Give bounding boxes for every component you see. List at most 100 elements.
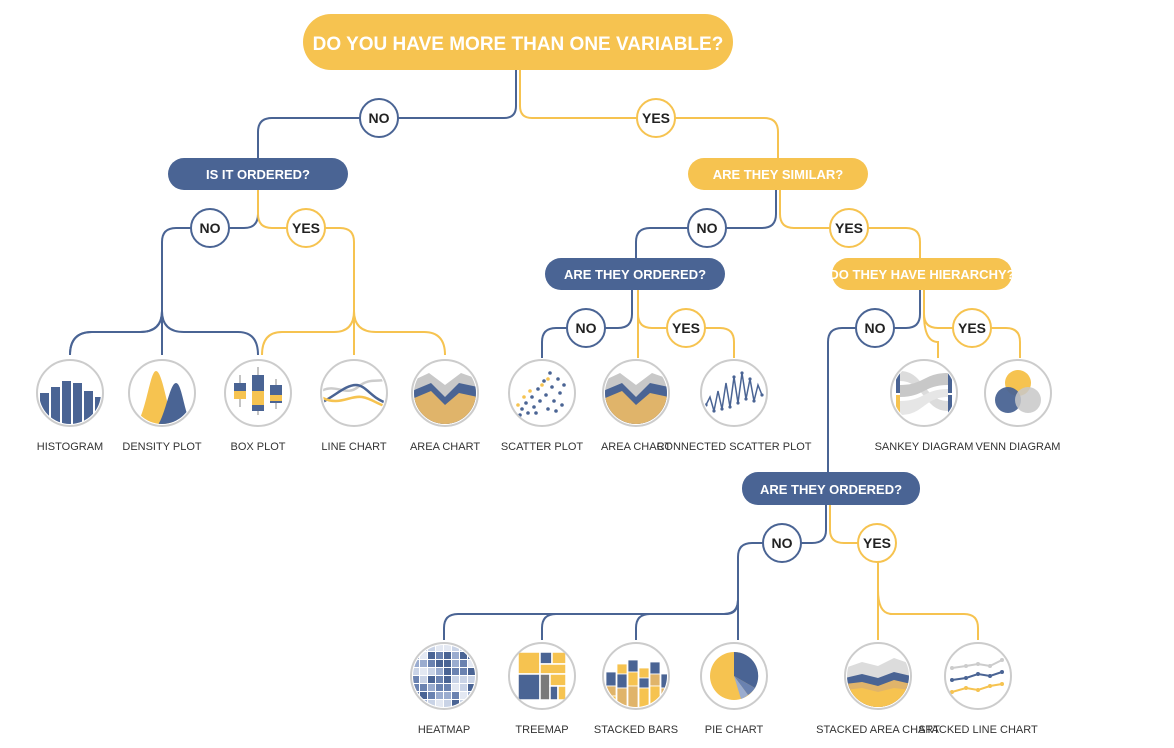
heatmap-icon-cell — [452, 645, 459, 651]
heatmap-icon-cell — [452, 692, 459, 699]
venn-diagram-icon — [984, 359, 1052, 427]
heatmap-icon-cell — [436, 652, 443, 659]
question-is-it-ordered-label: IS IT ORDERED? — [206, 167, 310, 182]
heatmap-icon-cell — [413, 645, 419, 651]
heatmap-icon-cell — [444, 684, 451, 691]
badge-no-ordered-1: NO — [190, 208, 230, 248]
heatmap-icon-cell — [452, 700, 459, 707]
svg-text:YES: YES — [863, 535, 891, 551]
question-is-it-ordered: IS IT ORDERED? — [168, 158, 348, 190]
badge-yes-ordered-2: YES — [666, 308, 706, 348]
heatmap-icon-cell — [460, 668, 467, 675]
heatmap-icon-cell — [460, 652, 467, 659]
heatmap-icon-cell — [428, 700, 435, 707]
histogram-icon — [36, 359, 104, 427]
heatmap-icon-cell — [468, 645, 475, 651]
heatmap-icon-cell — [413, 684, 419, 691]
svg-text:YES: YES — [958, 320, 986, 336]
question-root-label: DO YOU HAVE MORE THAN ONE VARIABLE? — [313, 34, 724, 55]
line-chart-node: LINE CHART — [320, 359, 388, 453]
stacked-line-chart-label: STACKED LINE CHART — [918, 724, 1038, 736]
stacked-bars-node: STACKED BARS — [594, 642, 678, 736]
treemap-icon — [508, 642, 576, 710]
density-plot-node: DENSITY PLOT — [122, 359, 202, 453]
heatmap-icon-cell — [444, 645, 451, 651]
scatter-plot-label: SCATTER PLOT — [501, 441, 584, 453]
heatmap-icon-cell — [452, 676, 459, 683]
svg-text:YES: YES — [292, 220, 320, 236]
sankey-diagram-node: SANKEY DIAGRAM — [875, 359, 974, 453]
heatmap-icon-cell — [460, 684, 467, 691]
scatter-plot-icon — [508, 359, 576, 427]
svg-text:NO: NO — [200, 220, 221, 236]
badge-yes-similar: YES — [829, 208, 869, 248]
badge-no-similar: NO — [687, 208, 727, 248]
question-are-they-ordered-3-label: ARE THEY ORDERED? — [760, 482, 902, 497]
stacked-area-chart-node: STACKED AREA CHART — [816, 642, 940, 736]
heatmap-icon-cell — [436, 692, 443, 699]
heatmap-icon-cell — [420, 660, 427, 667]
area-chart-node-1: AREA CHART — [410, 359, 480, 453]
venn-diagram-node: VENN DIAGRAM — [976, 359, 1061, 453]
heatmap-label: HEATMAP — [418, 724, 470, 736]
heatmap-icon-cell — [444, 652, 451, 659]
line-chart-icon — [320, 359, 388, 427]
heatmap-icon-cell — [468, 668, 475, 675]
heatmap-icon-cell — [436, 700, 443, 707]
heatmap-icon-cell — [444, 660, 451, 667]
sankey-diagram-icon — [890, 359, 958, 427]
connected-scatter-plot-label: CONNECTED SCATTER PLOT — [656, 441, 811, 453]
heatmap-icon-cell — [436, 660, 443, 667]
question-are-they-ordered-2: ARE THEY ORDERED? — [545, 258, 725, 290]
stacked-area-chart-icon — [844, 642, 912, 710]
question-hierarchy-label: DO THEY HAVE HIERARCHY? — [829, 267, 1014, 282]
heatmap-icon-cell — [413, 660, 419, 667]
area-chart-label-1: AREA CHART — [410, 441, 480, 453]
sankey-diagram-label: SANKEY DIAGRAM — [875, 441, 974, 453]
svg-text:YES: YES — [642, 110, 670, 126]
question-are-they-ordered-3: ARE THEY ORDERED? — [742, 472, 920, 505]
box-plot-icon — [224, 359, 292, 427]
pie-chart-node: PIE CHART — [700, 642, 768, 736]
heatmap-icon-cell — [468, 676, 475, 683]
heatmap-icon-cell — [428, 692, 435, 699]
badge-no-hierarchy: NO — [855, 308, 895, 348]
line-chart-label: LINE CHART — [321, 441, 386, 453]
stacked-line-chart-icon — [944, 642, 1012, 710]
badge-no-ordered-3: NO — [762, 523, 802, 563]
answer-badges: NO YES NO YES NO YES NO YES NO YES NO YE… — [190, 98, 992, 563]
heatmap-icon-cell — [413, 700, 419, 707]
heatmap-icon-cell — [460, 676, 467, 683]
box-plot-node: BOX PLOT — [224, 359, 292, 453]
venn-diagram-label: VENN DIAGRAM — [976, 441, 1061, 453]
svg-text:YES: YES — [672, 320, 700, 336]
svg-text:NO: NO — [865, 320, 886, 336]
heatmap-icon-cell — [436, 668, 443, 675]
heatmap-icon — [410, 642, 478, 710]
area-chart-icon-1 — [411, 359, 479, 427]
area-chart-label-2: AREA CHART — [601, 441, 671, 453]
heatmap-icon-cell — [452, 668, 459, 675]
svg-text:NO: NO — [772, 535, 793, 551]
badge-yes-ordered-3: YES — [857, 523, 897, 563]
density-plot-icon — [128, 359, 196, 427]
area-chart-icon-2 — [602, 359, 670, 427]
heatmap-icon-cell — [420, 684, 427, 691]
pie-chart-label: PIE CHART — [705, 724, 764, 736]
histogram-label: HISTOGRAM — [37, 441, 103, 453]
heatmap-icon-cell — [428, 652, 435, 659]
badge-no-ordered-2: NO — [566, 308, 606, 348]
heatmap-icon-cell — [428, 684, 435, 691]
heatmap-icon-cell — [428, 645, 435, 651]
question-are-they-similar: ARE THEY SIMILAR? — [688, 158, 868, 190]
question-root: DO YOU HAVE MORE THAN ONE VARIABLE? — [303, 14, 733, 70]
heatmap-icon-cell — [420, 668, 427, 675]
svg-text:NO: NO — [369, 110, 390, 126]
heatmap-icon-cell — [468, 660, 475, 667]
badge-no-root: NO — [359, 98, 399, 138]
heatmap-icon-cell — [444, 668, 451, 675]
heatmap-icon-cell — [436, 676, 443, 683]
box-plot-label: BOX PLOT — [230, 441, 285, 453]
heatmap-icon-cell — [428, 676, 435, 683]
